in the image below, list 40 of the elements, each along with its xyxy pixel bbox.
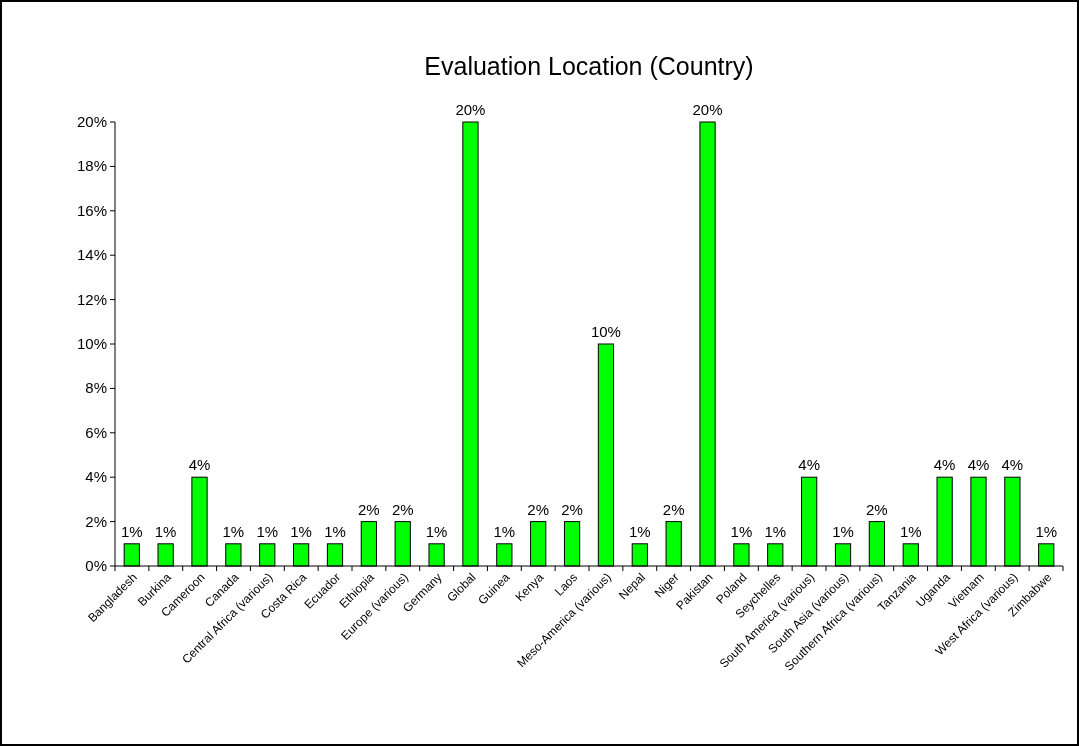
data-label: 1% (154, 522, 177, 540)
y-tick-label: 2% (85, 512, 107, 530)
data-label: 1% (256, 522, 279, 540)
data-label: 1% (290, 522, 312, 540)
data-label: 2% (358, 500, 380, 518)
data-label: 1% (628, 522, 651, 540)
data-label: 4% (1001, 456, 1024, 474)
data-label: 1% (324, 522, 346, 540)
y-tick-label: 6% (85, 423, 107, 441)
data-label: 2% (662, 500, 685, 518)
data-label: 4% (798, 456, 820, 474)
data-label: 4% (967, 456, 990, 474)
y-tick-label: 0% (85, 557, 107, 574)
data-label: 10% (590, 323, 621, 340)
data-label: 1% (832, 522, 854, 540)
data-label: 1% (222, 522, 245, 540)
y-tick-label: 12% (76, 290, 107, 308)
data-label: 1% (764, 522, 787, 540)
data-label: 1% (120, 522, 143, 540)
data-label: 4% (933, 456, 956, 474)
data-label: 1% (899, 522, 922, 540)
data-label: 2% (561, 500, 583, 518)
data-label: 2% (391, 500, 414, 518)
data-label: 20% (692, 101, 723, 118)
data-label: 2% (866, 500, 888, 518)
data-label: 20% (455, 101, 486, 118)
y-tick-label: 18% (76, 157, 107, 175)
y-tick-label: 14% (76, 246, 107, 264)
data-label: 1% (730, 522, 753, 540)
y-tick-label: 16% (76, 201, 107, 219)
data-label: 1% (425, 522, 448, 540)
chart-title: Evaluation Location (Country) (424, 52, 754, 80)
data-label: 1% (493, 522, 516, 540)
y-tick-label: 10% (76, 335, 107, 352)
data-label: 4% (188, 456, 211, 474)
y-tick-label: 8% (85, 379, 107, 397)
y-tick-label: 20% (76, 113, 107, 130)
y-tick-label: 4% (85, 468, 107, 486)
data-label: 1% (1035, 522, 1058, 540)
data-label: 2% (527, 500, 550, 518)
